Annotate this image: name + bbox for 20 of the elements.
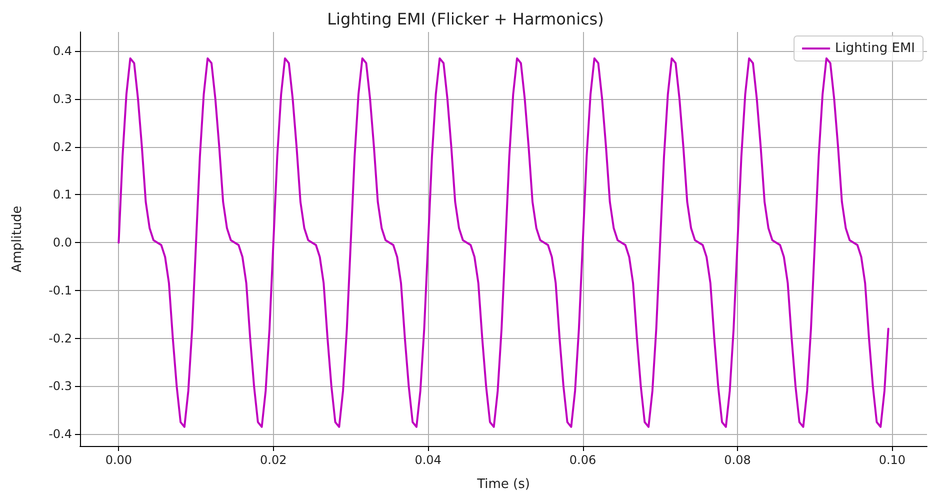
legend-label: Lighting EMI xyxy=(835,41,916,56)
line-series xyxy=(118,57,890,428)
y-tick-label: -0.4 xyxy=(48,427,72,442)
x-tick-label: 0.10 xyxy=(878,453,906,467)
y-tick-label: 0.4 xyxy=(52,44,72,58)
y-axis-title: Amplitude xyxy=(10,206,25,272)
chart-title: Lighting EMI (Flicker + Harmonics) xyxy=(327,10,604,28)
x-tick-label: 0.04 xyxy=(414,453,442,467)
y-tick-label: 0.3 xyxy=(52,92,72,106)
x-tick-label: 0.00 xyxy=(105,453,132,467)
x-tick-label: 0.08 xyxy=(724,453,751,467)
y-tick-label: 0.0 xyxy=(52,236,72,250)
x-tick-label: 0.06 xyxy=(569,453,596,467)
y-tick-label: 0.1 xyxy=(52,188,72,202)
y-tick-label: 0.2 xyxy=(52,140,72,154)
y-tick-label: -0.1 xyxy=(48,283,72,298)
y-tick-label: -0.3 xyxy=(48,379,72,394)
y-tick-label: -0.2 xyxy=(48,331,72,346)
x-tick-label: 0.02 xyxy=(260,453,287,467)
x-axis-title: Time (s) xyxy=(476,477,530,492)
